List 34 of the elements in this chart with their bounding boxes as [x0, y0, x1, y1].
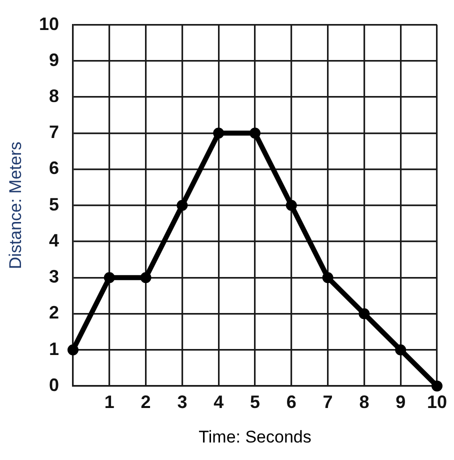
point — [358, 308, 370, 320]
y-tick-label: 8 — [48, 86, 59, 106]
point — [432, 380, 442, 392]
point — [286, 200, 297, 211]
x-axis-title: Time: Seconds — [198, 427, 312, 446]
y-tick-label: 2 — [48, 302, 59, 323]
point — [250, 128, 260, 139]
x-tick-label: 4 — [214, 392, 224, 412]
y-tick-label: 4 — [48, 230, 59, 250]
y-tick-label: 7 — [48, 122, 59, 142]
x-tick-label: 3 — [177, 392, 188, 412]
x-tick-label: 6 — [286, 392, 296, 412]
x-tick-label: 1 — [104, 392, 114, 412]
x-tick-label: 9 — [396, 392, 406, 412]
y-tick-label: 0 — [48, 374, 59, 395]
y-tick-label: 9 — [48, 50, 59, 70]
x-tick-label: 7 — [322, 392, 333, 412]
y-tick-label: 5 — [48, 194, 59, 214]
y-tick-label: 6 — [48, 158, 59, 178]
point — [140, 272, 152, 284]
x-tick-label: 5 — [250, 392, 260, 412]
point — [395, 344, 406, 356]
y-tick-label: 3 — [48, 266, 59, 287]
x-tick-label: 8 — [359, 392, 370, 412]
point — [213, 128, 224, 139]
point — [104, 272, 115, 284]
point — [322, 272, 334, 284]
y-tick-label: 10 — [38, 14, 59, 34]
x-tick-label: 2 — [140, 392, 151, 412]
y-tick-label: 1 — [48, 338, 59, 359]
y-axis-title: Distance: Meters — [6, 142, 25, 270]
x-tick-label: 10 — [426, 392, 448, 412]
point — [176, 200, 188, 211]
point — [68, 344, 78, 356]
